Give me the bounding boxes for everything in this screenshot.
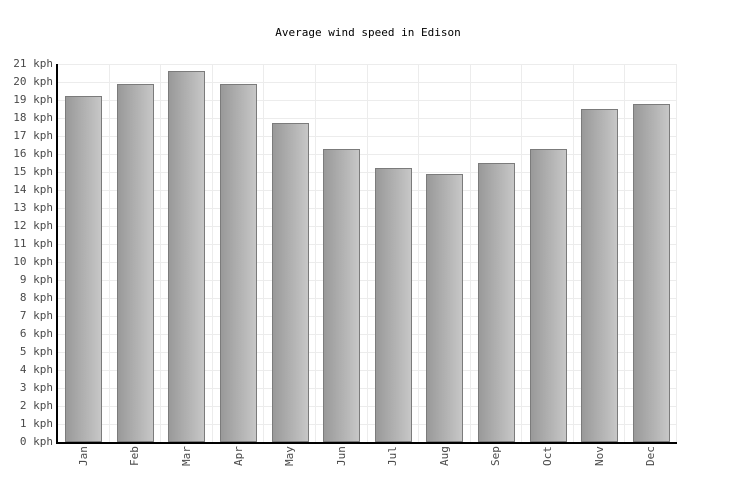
- y-tick-label: 1 kph: [19, 417, 53, 430]
- y-tick-label: 5 kph: [19, 345, 53, 358]
- y-tick-label: 20 kph: [13, 75, 53, 88]
- v-gridline: [676, 64, 677, 442]
- bar-nov: [581, 109, 619, 442]
- y-tick-label: 21 kph: [13, 57, 53, 70]
- bar-aug: [426, 173, 464, 442]
- v-gridline: [109, 64, 110, 442]
- bar-apr: [220, 83, 258, 442]
- y-tick-label: 17 kph: [13, 129, 53, 142]
- v-gridline: [367, 64, 368, 442]
- y-axis-labels: 0 kph 1 kph 2 kph 3 kph 4 kph 5 kph 6 kph 7 kph…: [0, 57, 53, 448]
- bar-feb: [116, 83, 154, 442]
- v-gridline: [573, 64, 574, 442]
- y-tick-label: 15 kph: [13, 165, 53, 178]
- bar-may: [271, 123, 309, 442]
- y-tick-label: 9 kph: [19, 273, 53, 286]
- bar-jul: [374, 168, 412, 442]
- y-tick-label: 3 kph: [19, 381, 53, 394]
- y-tick-label: 7 kph: [19, 309, 53, 322]
- v-gridline: [263, 64, 264, 442]
- y-tick-label: 19 kph: [13, 93, 53, 106]
- y-tick-label: 14 kph: [13, 183, 53, 196]
- bar-mar: [168, 71, 206, 442]
- bar-sep: [477, 163, 515, 442]
- bar-jun: [323, 148, 361, 442]
- y-tick-label: 2 kph: [19, 399, 53, 412]
- y-tick-label: 10 kph: [13, 255, 53, 268]
- y-tick-label: 16 kph: [13, 147, 53, 160]
- v-gridline: [160, 64, 161, 442]
- plot-area: [56, 64, 677, 444]
- y-tick-label: 4 kph: [19, 363, 53, 376]
- v-gridline: [418, 64, 419, 442]
- y-tick-label: 6 kph: [19, 327, 53, 340]
- v-gridline: [521, 64, 522, 442]
- chart-title: Average wind speed in Edison: [275, 26, 461, 39]
- bar-oct: [529, 148, 567, 442]
- y-tick-label: 11 kph: [13, 237, 53, 250]
- bar-jan: [65, 96, 103, 442]
- v-gridline: [315, 64, 316, 442]
- bar-dec: [632, 103, 670, 442]
- y-tick-label: 0 kph: [19, 435, 53, 448]
- y-tick-label: 12 kph: [13, 219, 53, 232]
- y-tick-label: 13 kph: [13, 201, 53, 214]
- v-gridline: [624, 64, 625, 442]
- y-tick-label: 18 kph: [13, 111, 53, 124]
- y-tick-label: 8 kph: [19, 291, 53, 304]
- v-gridline: [212, 64, 213, 442]
- v-gridline: [470, 64, 471, 442]
